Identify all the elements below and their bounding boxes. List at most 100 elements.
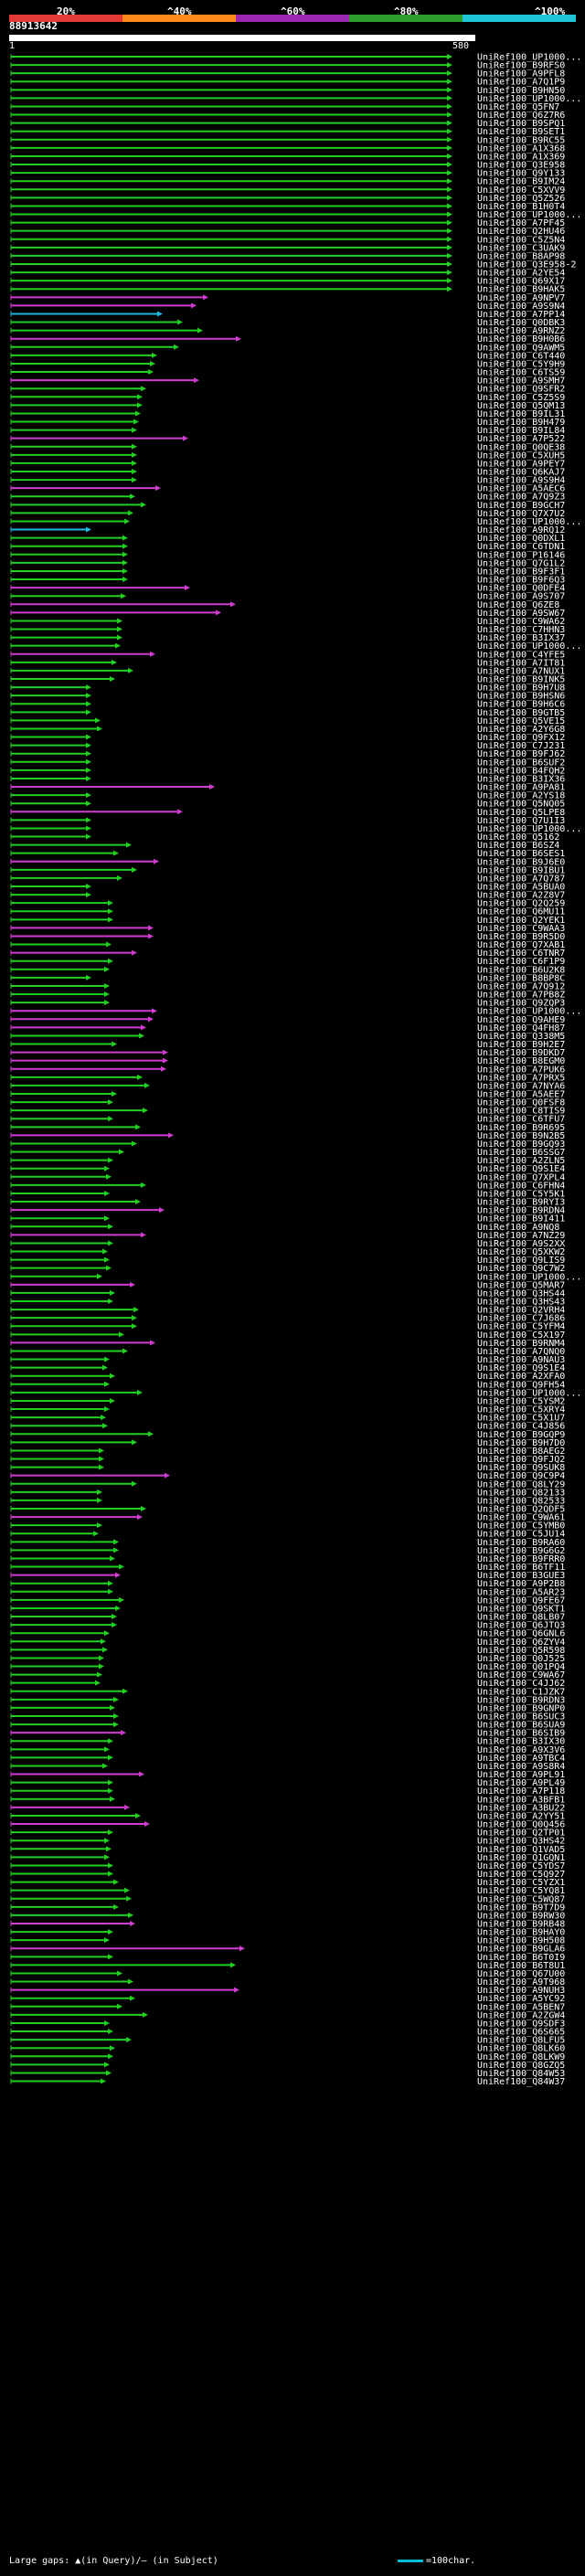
hit-label[interactable]: UniRef100_C5YDS7 [477,1861,565,1871]
hit-label[interactable]: UniRef100_Q82533 [477,1496,565,1506]
hit-label[interactable]: UniRef100_B9FRR0 [477,1554,565,1564]
hit-label[interactable]: UniRef100_A9SW67 [477,609,565,619]
hit-label[interactable]: UniRef100_A9PEY7 [477,459,565,469]
hit-label[interactable]: UniRef100_B9RNM4 [477,1339,565,1349]
hit-label[interactable]: UniRef100_Q5R598 [477,1646,565,1656]
hit-label[interactable]: UniRef100_Q67U00 [477,1969,565,1979]
hit-label[interactable]: UniRef100_A2YE54 [477,269,565,279]
hit-label[interactable]: UniRef100_B9DKD7 [477,1048,565,1058]
hit-label[interactable]: UniRef100_C3UAK9 [477,243,565,253]
hit-label[interactable]: UniRef100_Q7XAB1 [477,940,565,950]
hit-label[interactable]: UniRef100_B9RB48 [477,1920,565,1930]
hit-label[interactable]: UniRef100_B4FQH2 [477,766,565,776]
hit-label[interactable]: UniRef100_Q2QDF5 [477,1505,565,1515]
hit-label[interactable]: UniRef100_C5WQ87 [477,1894,565,1904]
hit-label[interactable]: UniRef100_B9IL31 [477,409,565,419]
hit-label[interactable]: UniRef100_B6SES1 [477,849,565,859]
hit-label[interactable]: UniRef100_A9NPV7 [477,293,565,303]
hit-label[interactable]: UniRef100_B9RFS0 [477,61,565,71]
hit-label[interactable]: UniRef100_A3BU22 [477,1803,565,1813]
hit-label[interactable]: UniRef100_B9H2E7 [477,1040,565,1050]
hit-label[interactable]: UniRef100_Q6ZE8 [477,600,559,610]
hit-label[interactable]: UniRef100_Q3E958 [477,161,565,171]
hit-label[interactable]: UniRef100_B8AEG2 [477,1447,565,1457]
hit-label[interactable]: UniRef100_Q9ZQP3 [477,999,565,1009]
hit-label[interactable]: UniRef100_UP1000... [477,1388,581,1398]
hit-label[interactable]: UniRef100_Q9AHE9 [477,1015,565,1025]
hit-label[interactable]: UniRef100_A9S707 [477,592,565,602]
hit-label[interactable]: UniRef100_B9RYI3 [477,1198,565,1208]
hit-label[interactable]: UniRef100_Q0DXL1 [477,534,565,544]
hit-label[interactable]: UniRef100_Q5FN7 [477,102,559,112]
hit-label[interactable]: UniRef100_Q5NQ05 [477,800,565,810]
hit-label[interactable]: UniRef100_B9G6G2 [477,1546,565,1556]
hit-label[interactable]: UniRef100_Q7XPL4 [477,1172,565,1182]
hit-label[interactable]: UniRef100_A9SMH7 [477,376,565,387]
hit-label[interactable]: UniRef100_C6TDN1 [477,542,565,552]
hit-label[interactable]: UniRef100_UP1000... [477,53,581,63]
hit-label[interactable]: UniRef100_B9RDN4 [477,1206,565,1216]
hit-label[interactable]: UniRef100_B9H0B6 [477,334,565,345]
hit-label[interactable]: UniRef100_Q5LPE8 [477,808,565,818]
hit-label[interactable]: UniRef100_Q9S1E4 [477,1363,565,1373]
hit-label[interactable]: UniRef100_Q5Z526 [477,194,565,204]
hit-label[interactable]: UniRef100_A7Q9Z3 [477,493,565,503]
hit-label[interactable]: UniRef100_C8TIS9 [477,1107,565,1117]
hit-label[interactable]: UniRef100_UP1000... [477,94,581,104]
hit-label[interactable]: UniRef100_C5Z5N4 [477,235,565,245]
hit-label[interactable]: UniRef100_Q9FJQ2 [477,1455,565,1465]
hit-label[interactable]: UniRef100_A9S9H4 [477,476,565,486]
hit-label[interactable]: UniRef100_C5YFM4 [477,1322,565,1332]
hit-label[interactable]: UniRef100_Q84W53 [477,2069,565,2079]
hit-label[interactable]: UniRef100_A7PUK6 [477,1065,565,1075]
hit-label[interactable]: UniRef100_A7PB8Z [477,991,565,1001]
hit-label[interactable]: UniRef100_A7NUX1 [477,666,565,676]
hit-label[interactable]: UniRef100_Q0FSF8 [477,1098,565,1108]
hit-label[interactable]: UniRef100_B3GUE3 [477,1571,565,1581]
hit-label[interactable]: UniRef100_C5YZX1 [477,1878,565,1888]
hit-label[interactable]: UniRef100_B9H6C6 [477,700,565,710]
hit-label[interactable]: UniRef100_C4YFE5 [477,650,565,660]
hit-label[interactable]: UniRef100_Q2Q259 [477,899,565,909]
hit-label[interactable]: UniRef100_C9WA62 [477,617,565,627]
hit-label[interactable]: UniRef100_B9H7U8 [477,684,565,694]
hit-label[interactable]: UniRef100_A7Q912 [477,981,565,991]
hit-label[interactable]: UniRef100_Q6ZYV4 [477,1638,565,1648]
hit-label[interactable]: UniRef100_Q6JTQ3 [477,1621,565,1631]
hit-label[interactable]: UniRef100_A5BUA0 [477,883,565,893]
hit-label[interactable]: UniRef100_A9T968 [477,1977,565,1988]
hit-label[interactable]: UniRef100_A5AEC6 [477,484,565,494]
hit-label[interactable]: UniRef100_C5Y5K1 [477,1189,565,1199]
hit-label[interactable]: UniRef100_Q9SUK8 [477,1463,565,1473]
hit-label[interactable]: UniRef100_B9RA60 [477,1538,565,1548]
hit-label[interactable]: UniRef100_Q5VE15 [477,716,565,726]
hit-label[interactable]: UniRef100_A5YC92 [477,1994,565,2004]
hit-label[interactable]: UniRef100_A2YY51 [477,1811,565,1821]
hit-label[interactable]: UniRef100_Q9AWM5 [477,343,565,353]
hit-label[interactable]: UniRef100_B6SUC3 [477,1712,565,1723]
hit-label[interactable]: UniRef100_C1JZK7 [477,1687,565,1697]
hit-label[interactable]: UniRef100_B1H0T4 [477,202,565,212]
hit-label[interactable]: UniRef100_A5AEE7 [477,1090,565,1100]
hit-label[interactable]: UniRef100_C4J856 [477,1422,565,1432]
hit-label[interactable]: UniRef100_Q6GNL6 [477,1629,565,1639]
hit-label[interactable]: UniRef100_Q0DBK3 [477,318,565,328]
hit-label[interactable]: UniRef100_A1X369 [477,152,565,162]
hit-label[interactable]: UniRef100_B6T0I9 [477,1953,565,1963]
hit-label[interactable]: UniRef100_Q6MU11 [477,907,565,917]
hit-label[interactable]: UniRef100_C5Z5S9 [477,393,565,403]
hit-label[interactable]: UniRef100_A7Q1P9 [477,78,565,88]
hit-label[interactable]: UniRef100_C5XVV9 [477,186,565,196]
hit-label[interactable]: UniRef100_A2ZGW4 [477,2010,565,2020]
hit-label[interactable]: UniRef100_UP1000... [477,824,581,834]
hit-label[interactable]: UniRef100_A5BEN7 [477,2002,565,2012]
hit-label[interactable]: UniRef100_C9WAA3 [477,924,565,934]
hit-label[interactable]: UniRef100_B9IM24 [477,177,565,187]
hit-label[interactable]: UniRef100_B9F6Q3 [477,576,565,586]
hit-label[interactable]: UniRef100_A7PRX5 [477,1073,565,1083]
hit-label[interactable]: UniRef100_C5JU14 [477,1530,565,1540]
hit-label[interactable]: UniRef100_Q01PQ4 [477,1662,565,1672]
hit-label[interactable]: UniRef100_Q7U1I3 [477,816,565,826]
hit-label[interactable]: UniRef100_Q5XKW2 [477,1247,565,1257]
hit-label[interactable]: UniRef100_A7NYA6 [477,1081,565,1091]
